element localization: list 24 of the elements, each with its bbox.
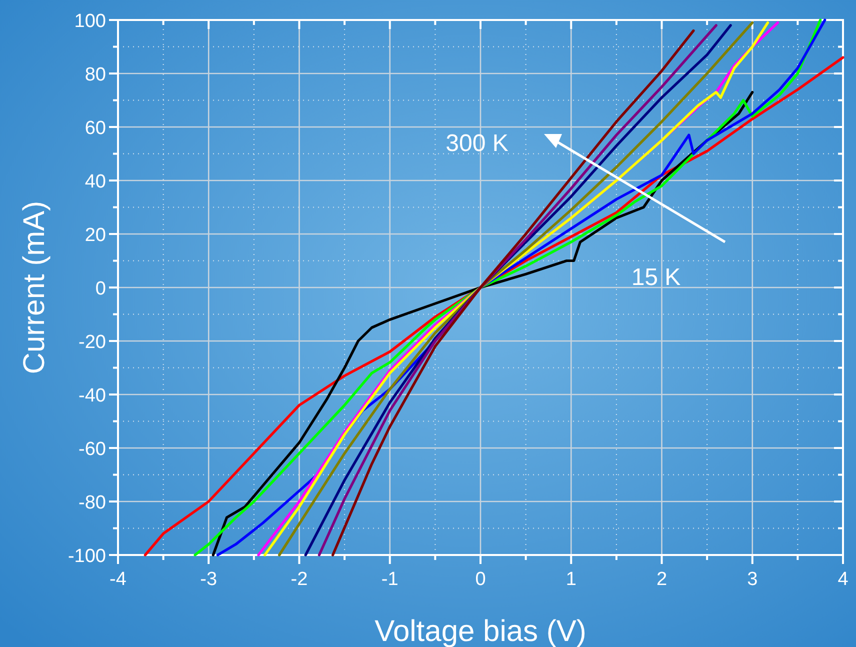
y-tick-label: -60 (78, 439, 106, 460)
x-tick-label: 2 (656, 569, 668, 590)
annotation: 15 K (631, 264, 681, 291)
x-tick-label: -2 (290, 569, 308, 590)
line-series (212, 90, 754, 556)
y-tick-label: 100 (74, 11, 106, 32)
x-axis-title: Voltage bias (V) (374, 615, 586, 647)
y-tick-label: 40 (84, 172, 106, 192)
x-tick-label: -1 (381, 569, 398, 590)
y-tick-label: -20 (78, 332, 106, 353)
x-tick-label: -4 (110, 569, 127, 590)
x-tick-label: 4 (838, 569, 849, 590)
y-tick-label: -80 (78, 492, 106, 514)
y-axis-title: Current (mA) (18, 200, 51, 374)
x-tick-label: 0 (475, 569, 486, 590)
x-tick-label: -3 (200, 569, 218, 590)
y-tick-label: 0 (95, 278, 106, 300)
y-tick-label: 20 (84, 225, 106, 246)
x-tick-label: 3 (747, 569, 758, 590)
y-tick-label: 80 (84, 64, 106, 86)
y-tick-label: -40 (78, 386, 106, 406)
x-tick-label: 1 (566, 569, 576, 590)
y-tick-label: -100 (68, 546, 106, 567)
y-tick-label: 60 (84, 118, 106, 139)
